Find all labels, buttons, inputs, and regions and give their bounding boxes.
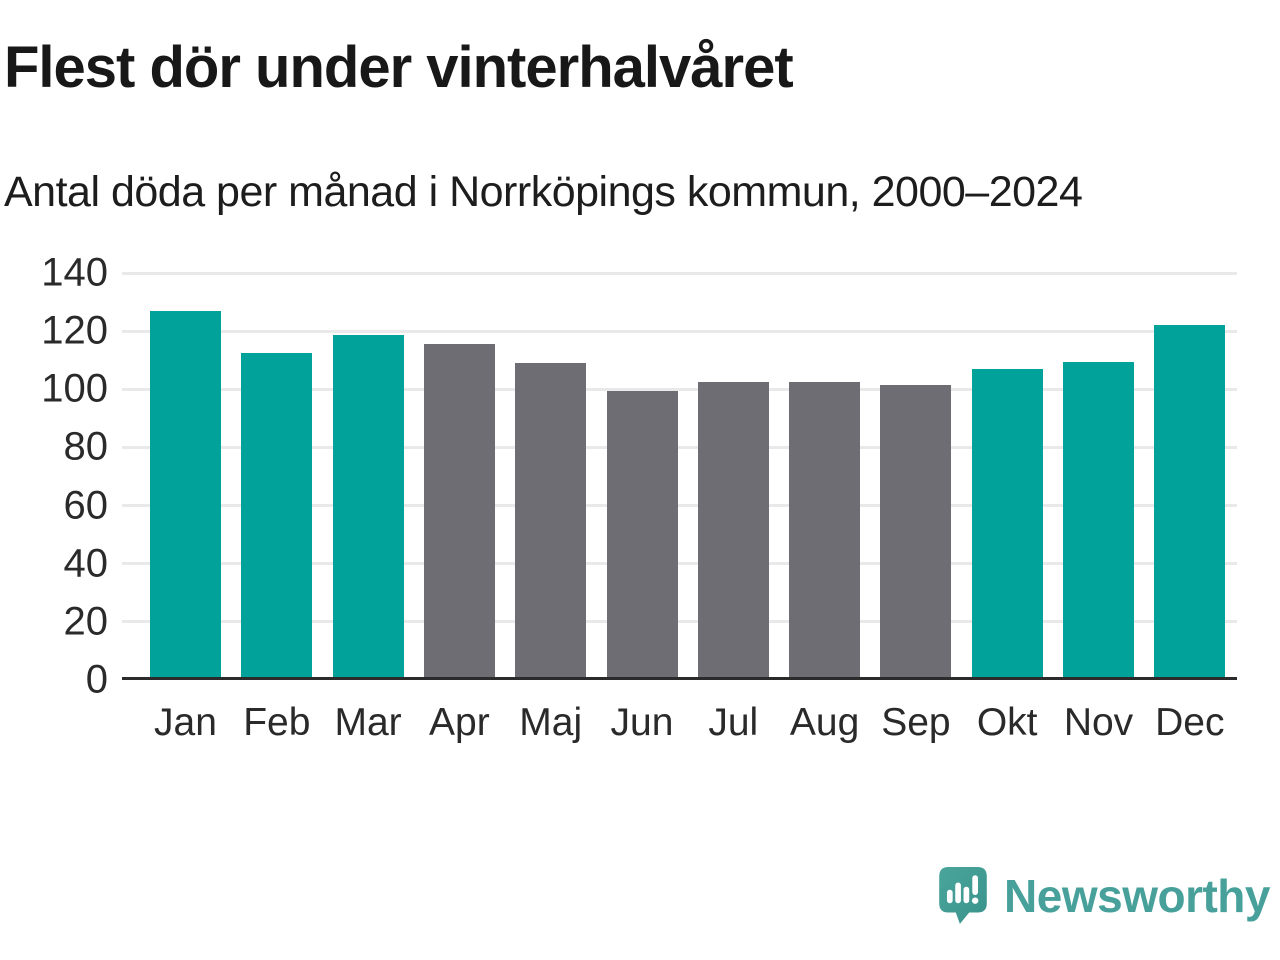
bar-jun: [606, 390, 678, 677]
bar-okt: [971, 368, 1043, 677]
gridline-100: [122, 387, 1237, 391]
gridline-120: [122, 329, 1237, 333]
bar-maj: [515, 363, 587, 677]
bar-jul: [697, 381, 769, 677]
bar-nov: [1063, 361, 1134, 677]
y-tick-label: 100: [41, 366, 108, 411]
chart-title: Flest dör under vinterhalvåret: [4, 35, 794, 100]
x-tick-label: Sep: [881, 701, 951, 744]
footer-attribution: Newsworthy: [938, 866, 1270, 926]
x-tick-label: Maj: [519, 701, 583, 744]
bar-sep: [880, 384, 952, 677]
y-axis: 0 20 40 60 80 100 120 140: [0, 251, 109, 702]
newsworthy-logo-icon: [939, 867, 987, 924]
y-tick-label: 140: [41, 250, 108, 295]
plot-area: [122, 271, 1237, 680]
y-tick-label: 40: [63, 541, 109, 586]
x-tick-label: Aug: [789, 701, 860, 744]
chart-subtitle: Antal döda per månad i Norrköpings kommu…: [4, 168, 1083, 216]
gridline-80: [122, 445, 1237, 449]
x-axis: Jan Feb Mar Apr Maj Jun Jul Aug Sep Okt Nov Dec: [122, 701, 1237, 753]
bar-feb: [241, 352, 313, 677]
gridline-60: [122, 504, 1237, 508]
bar-aug: [789, 381, 861, 677]
x-tick-label: Jul: [708, 701, 759, 744]
gridline-40: [122, 562, 1237, 566]
y-tick-label: 120: [41, 308, 108, 353]
x-tick-label: Mar: [334, 701, 402, 744]
y-tick-label: 0: [85, 657, 108, 702]
bar-mar: [332, 335, 404, 677]
x-tick-label: Jan: [154, 701, 217, 744]
bar-dec: [1154, 325, 1226, 677]
y-tick-label: 80: [63, 424, 109, 469]
x-tick-label: Nov: [1063, 701, 1134, 744]
y-tick-label: 60: [63, 483, 109, 528]
gridline-20: [122, 620, 1237, 624]
bar-apr: [423, 344, 495, 677]
bar-jan: [150, 310, 221, 677]
x-tick-label: Okt: [976, 701, 1038, 744]
x-tick-label: Dec: [1155, 701, 1225, 744]
newsworthy-brand-text: Newsworthy: [1004, 870, 1270, 922]
x-tick-label: Feb: [243, 701, 311, 744]
x-tick-label: Apr: [429, 701, 490, 744]
gridline-140: [122, 271, 1237, 275]
x-tick-label: Jun: [610, 701, 674, 744]
y-tick-label: 20: [63, 599, 109, 644]
